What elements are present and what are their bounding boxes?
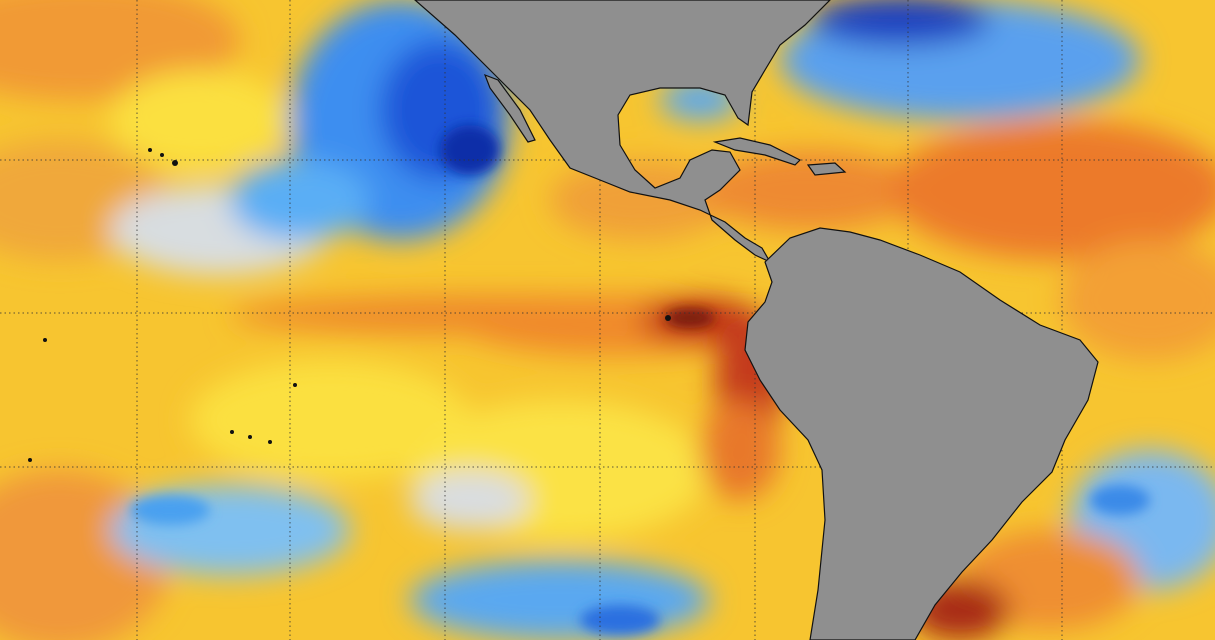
island [28,458,32,462]
island [43,338,47,342]
warm-patch [700,400,780,500]
cool-core [1090,485,1150,515]
warm-patch [1060,240,1215,360]
island [248,435,252,439]
hispaniola [806,162,847,176]
baja-california [483,73,536,143]
neutral-patch [410,470,530,530]
cool-patch [410,560,710,640]
island [665,315,671,321]
cool-core [130,495,210,525]
cool-patch [810,0,990,45]
cool-patch [230,160,370,240]
islands [28,148,671,462]
fine-detail [130,125,1150,635]
island [230,430,234,434]
cuba [712,137,802,166]
north-america [414,0,831,264]
island [172,160,178,166]
landmasses [414,0,1099,640]
island [160,153,164,157]
cool-core [580,605,660,635]
island [268,440,272,444]
island [148,148,152,152]
warm-patch [890,120,1215,260]
warm-patch [110,70,290,170]
warm-patch [700,150,920,230]
island [293,383,297,387]
hot-core [665,308,715,328]
south-america [744,227,1099,640]
warm-patch [190,360,470,480]
cool-core [440,125,500,175]
